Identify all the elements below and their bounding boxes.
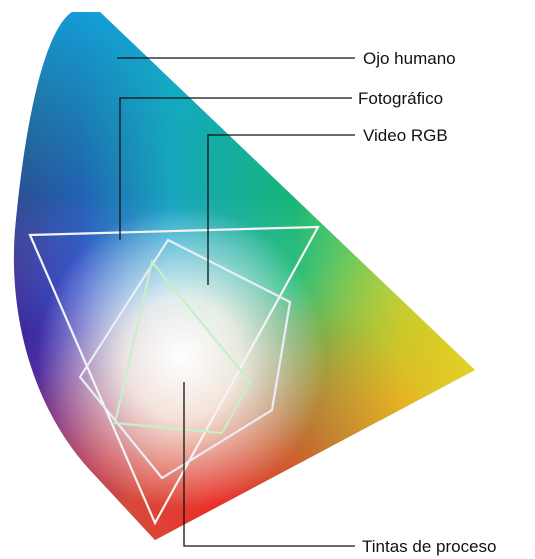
leader-line-video-rgb xyxy=(207,134,355,285)
label-process-inks: Tintas de proceso xyxy=(362,537,497,556)
leader-line-process-inks xyxy=(183,382,355,547)
photographic-gamut xyxy=(28,225,320,526)
leader-line-photographic xyxy=(119,97,352,240)
process-inks-gamut xyxy=(113,259,252,435)
label-video-rgb: Video RGB xyxy=(363,126,448,145)
leader-lines xyxy=(117,57,355,547)
label-photographic: Fotográfico xyxy=(358,89,443,108)
label-human-eye: Ojo humano xyxy=(363,49,456,68)
video-rgb-gamut xyxy=(78,238,292,480)
